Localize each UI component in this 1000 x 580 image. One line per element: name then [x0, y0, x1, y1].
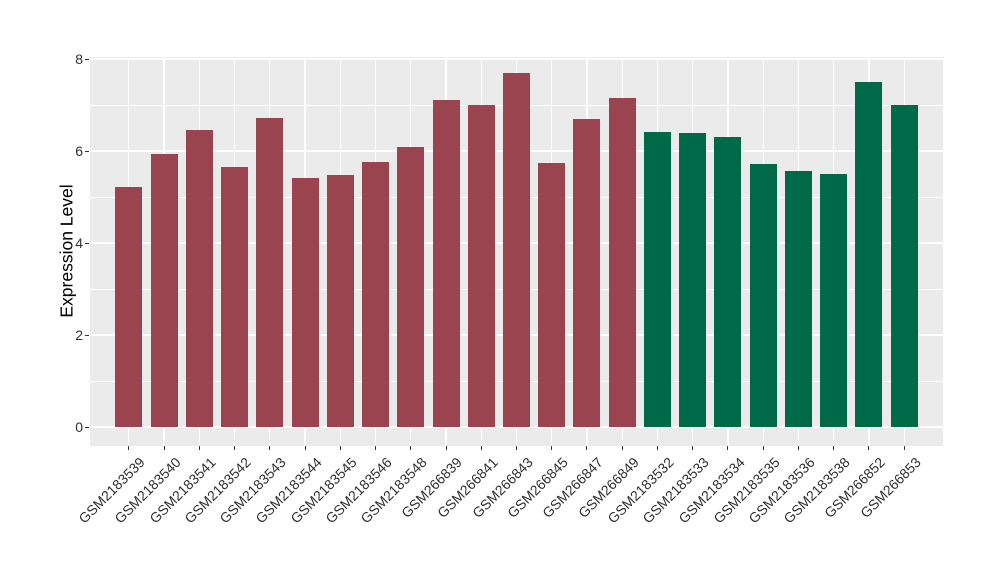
y-tick-mark [85, 242, 89, 244]
bar [679, 133, 707, 427]
bar [256, 117, 284, 427]
y-tick-label: 6 [75, 143, 83, 159]
bar [890, 105, 918, 427]
bar [115, 186, 143, 427]
y-tick-label: 2 [75, 327, 83, 343]
x-tick-mark [410, 446, 412, 450]
x-tick-mark [198, 446, 200, 450]
x-tick-mark [551, 446, 553, 450]
x-tick-mark [762, 446, 764, 450]
x-tick-mark [516, 446, 517, 450]
x-tick-mark [375, 446, 376, 450]
bar [714, 137, 742, 427]
y-axis-title: Expression Level [56, 184, 77, 318]
bar [362, 162, 389, 427]
bar [397, 147, 425, 427]
x-tick-mark [727, 446, 729, 450]
x-tick-mark [128, 446, 130, 450]
y-tick-mark [85, 150, 89, 152]
bar [432, 100, 460, 427]
bar [820, 174, 848, 427]
x-tick-mark [692, 446, 694, 450]
y-tick-label: 0 [75, 419, 83, 435]
bar [608, 98, 636, 427]
bar [538, 162, 566, 427]
x-tick-mark [656, 446, 658, 450]
bar [326, 174, 354, 427]
x-tick-mark [234, 446, 236, 450]
bar [503, 72, 530, 427]
bar [643, 131, 671, 427]
bar [573, 118, 601, 427]
y-tick-mark [85, 426, 89, 428]
y-tick-label: 4 [75, 235, 83, 251]
x-tick-mark [797, 446, 799, 450]
y-tick-mark [85, 334, 89, 336]
x-tick-mark [621, 446, 623, 450]
x-tick-mark [903, 446, 905, 450]
bar [855, 82, 883, 427]
x-tick-mark [833, 446, 835, 450]
y-tick-label: 8 [75, 51, 83, 67]
x-tick-mark [586, 446, 588, 450]
bar [784, 170, 812, 427]
bar [150, 154, 178, 427]
x-tick-mark [269, 446, 271, 450]
bar [291, 178, 319, 427]
x-tick-mark [163, 446, 165, 450]
bar [185, 129, 213, 427]
x-tick-mark [868, 446, 870, 450]
x-tick-mark [445, 446, 447, 450]
bar [221, 167, 249, 427]
bar [749, 163, 777, 427]
bar [467, 105, 495, 427]
x-tick-mark [480, 446, 482, 450]
plot-panel [90, 57, 943, 446]
x-tick-mark [339, 446, 341, 450]
x-tick-mark [304, 446, 306, 450]
y-tick-mark [85, 58, 89, 60]
